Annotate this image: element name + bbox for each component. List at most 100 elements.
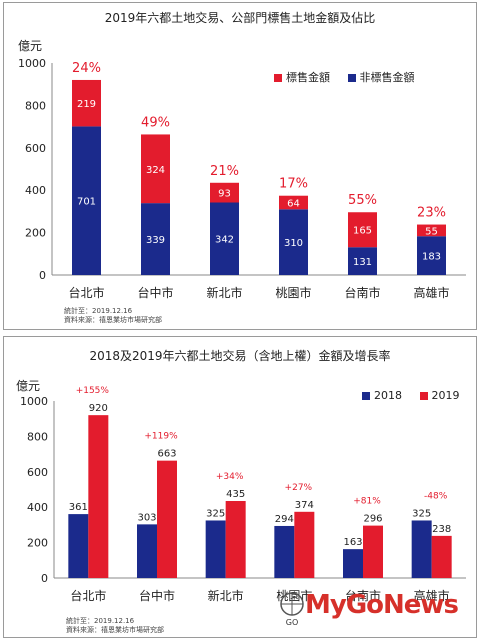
x-tick-label: 桃園市: [276, 588, 312, 603]
legend-swatch-red: [274, 74, 282, 82]
chart-panel-1: 2019年六都土地交易、公部門標售土地金額及佔比 億元 標售金額 非標售金額 0…: [3, 2, 477, 330]
x-tick-label: 台中市: [139, 588, 175, 603]
data-label-non-auction: 339: [146, 235, 165, 246]
chart-2-source-note: 統計至：2019.12.16 資料來源：禧恩業坊市場研究部: [66, 617, 164, 635]
y-tick-label: 200: [25, 227, 46, 240]
data-label-2019: 374: [295, 500, 314, 511]
data-label-2019: 663: [157, 449, 176, 460]
data-label-non-auction: 342: [215, 235, 234, 246]
bar-segment-auction: [279, 195, 308, 210]
growth-rate-label: +34%: [216, 472, 244, 482]
bar-2018: [274, 525, 295, 578]
bar-2019: [363, 525, 383, 578]
chart-panel-2: 2018及2019年六都土地交易（含地上權）金額及增長率 億元 2018 201…: [3, 336, 477, 638]
y-tick-label: 200: [27, 537, 48, 550]
data-label-2018: 163: [343, 537, 362, 548]
percent-label: 24%: [72, 61, 101, 76]
bar-2018: [137, 524, 157, 578]
bar-2019: [88, 415, 109, 578]
data-label-auction: 93: [218, 189, 231, 200]
percent-label: 21%: [210, 164, 239, 179]
note-line-1: 統計至：2019.12.16: [66, 617, 135, 625]
mygonews-globe-icon: GO: [280, 592, 304, 627]
y-tick-label: 600: [25, 142, 46, 155]
x-tick-label: 高雄市: [413, 285, 449, 300]
growth-rate-label: +119%: [144, 432, 178, 442]
data-label-non-auction: 131: [353, 257, 372, 268]
y-tick-label: 800: [25, 99, 46, 112]
x-tick-label: 新北市: [206, 285, 242, 300]
legend-label-2018: 2018: [374, 389, 402, 402]
data-label-non-auction: 310: [284, 238, 303, 249]
data-label-2019: 920: [89, 403, 108, 414]
legend-swatch-navy: [362, 392, 370, 400]
bar-2019: [225, 501, 246, 578]
chart-1-title: 2019年六都土地交易、公部門標售土地金額及佔比: [104, 11, 376, 25]
chart-2-title: 2018及2019年六都土地交易（含地上權）金額及增長率: [89, 349, 391, 363]
legend-label-series-2: 標售金額: [286, 71, 330, 84]
legend-label-series-1: 非標售金額: [359, 71, 415, 84]
bar-segment-non-auction: [348, 247, 377, 275]
y-tick-label: 0: [41, 572, 48, 585]
growth-rate-label: -48%: [424, 491, 448, 501]
x-tick-label: 台中市: [137, 285, 173, 300]
data-label-2018: 294: [275, 514, 294, 525]
bar-2019: [431, 535, 452, 578]
data-label-auction: 324: [146, 165, 165, 176]
bar-segment-auction: [141, 134, 170, 204]
bar-2018: [205, 520, 226, 578]
bar-segment-non-auction: [279, 209, 308, 275]
x-tick-label: 桃園市: [275, 285, 311, 300]
bar-segment-non-auction: [141, 203, 170, 275]
bar-segment-auction: [417, 224, 446, 237]
y-tick-label: 400: [27, 501, 48, 514]
bar-2019: [157, 460, 177, 578]
percent-label: 49%: [141, 115, 170, 130]
data-label-2019: 238: [432, 524, 451, 535]
note-line-1: 統計至：2019.12.16: [64, 307, 133, 315]
note-line-2: 資料來源：禧恩業坊市場研究部: [66, 626, 164, 634]
data-label-non-auction: 701: [77, 197, 96, 208]
data-label-auction: 64: [287, 198, 300, 209]
bar-2018: [411, 520, 432, 578]
chart-1-legend: 標售金額 非標售金額: [266, 69, 415, 85]
bar-segment-non-auction: [210, 202, 239, 275]
growth-rate-label: +27%: [285, 483, 313, 493]
y-tick-label: 600: [27, 466, 48, 479]
chart-2-unit-label: 億元: [16, 379, 41, 393]
chart-1-unit-label: 億元: [18, 39, 43, 53]
chart-1-plot: 0 200 400 600 800 1000 701 219 24% 台北市 339 324 49% 台中…: [18, 57, 466, 300]
chart-2-plot: 0 200 400 600 800 1000 361 920 +155% 台北市 303 663 +11…: [20, 386, 466, 603]
data-label-2019: 296: [363, 514, 382, 525]
growth-rate-label: +155%: [76, 386, 110, 396]
y-tick-label: 0: [39, 269, 46, 282]
data-label-2018: 303: [137, 512, 156, 523]
data-label-auction: 165: [353, 226, 372, 237]
bar-segment-non-auction: [72, 126, 101, 275]
percent-label: 17%: [279, 177, 308, 192]
bar-segment-auction: [72, 79, 101, 127]
data-label-auction: 219: [77, 99, 96, 110]
percent-label: 55%: [348, 193, 377, 208]
percent-label: 23%: [417, 206, 446, 221]
bar-2018: [343, 549, 363, 578]
note-line-2: 資料來源：禧恩業坊市場研究部: [64, 316, 162, 324]
y-tick-label: 400: [25, 184, 46, 197]
legend-swatch-navy: [347, 74, 356, 82]
x-tick-label: 台北市: [70, 588, 106, 603]
data-label-auction: 55: [425, 226, 438, 237]
data-label-2018: 361: [69, 502, 88, 513]
growth-rate-label: +81%: [353, 497, 381, 507]
data-label-2018: 325: [206, 508, 225, 519]
y-tick-label: 800: [27, 430, 48, 443]
legend-swatch-red: [419, 392, 428, 400]
data-label-2019: 435: [226, 489, 245, 500]
data-label-2018: 325: [412, 508, 431, 519]
bar-segment-auction: [348, 212, 377, 248]
chart-2-legend: 2018 2019: [354, 389, 460, 402]
y-tick-label: 1000: [18, 57, 46, 70]
watermark-small-text: GO: [286, 618, 299, 627]
legend-label-2019: 2019: [431, 389, 460, 402]
y-tick-label: 1000: [20, 395, 48, 408]
bar-2018: [68, 514, 89, 578]
